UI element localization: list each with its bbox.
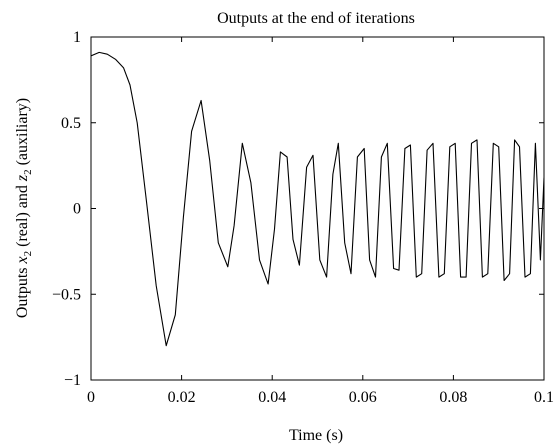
x-tick-label: 0.08	[439, 389, 467, 406]
x-tick-label: 0.1	[534, 389, 554, 406]
series-line	[91, 51, 544, 347]
x-tick-label: 0.02	[168, 389, 196, 406]
y-axis-ticks: −1 −0.5 0 0.5 1	[52, 29, 544, 389]
y-axis-title-sub2: 2	[22, 169, 34, 175]
chart-title: Outputs at the end of iterations	[217, 10, 415, 27]
y-tick-label: 0.5	[61, 115, 81, 132]
x-tick-label: 0.04	[258, 389, 286, 406]
plot-frame	[90, 36, 545, 381]
y-axis-title-var2: z	[14, 174, 31, 182]
x-axis-ticks: 0 0.02 0.04 0.06 0.08 0.1	[87, 37, 554, 406]
y-axis-title-var1: x	[14, 256, 31, 264]
y-tick-label: 1	[73, 29, 81, 46]
y-axis-title-suffix: (auxiliary)	[14, 98, 31, 170]
y-tick-label: −1	[64, 372, 81, 389]
x-axis-title: Time (s)	[289, 427, 343, 444]
y-axis-title: Outputs x2 (real) and z2 (auxiliary)	[14, 98, 34, 318]
y-axis-title-mid: (real) and	[14, 181, 31, 251]
y-tick-label: −0.5	[52, 286, 81, 303]
y-tick-label: 0	[73, 201, 81, 218]
x-tick-label: 0	[87, 389, 95, 406]
y-axis-title-prefix: Outputs	[14, 263, 31, 318]
y-axis-title-sub1: 2	[22, 251, 34, 257]
x-tick-label: 0.06	[349, 389, 377, 406]
